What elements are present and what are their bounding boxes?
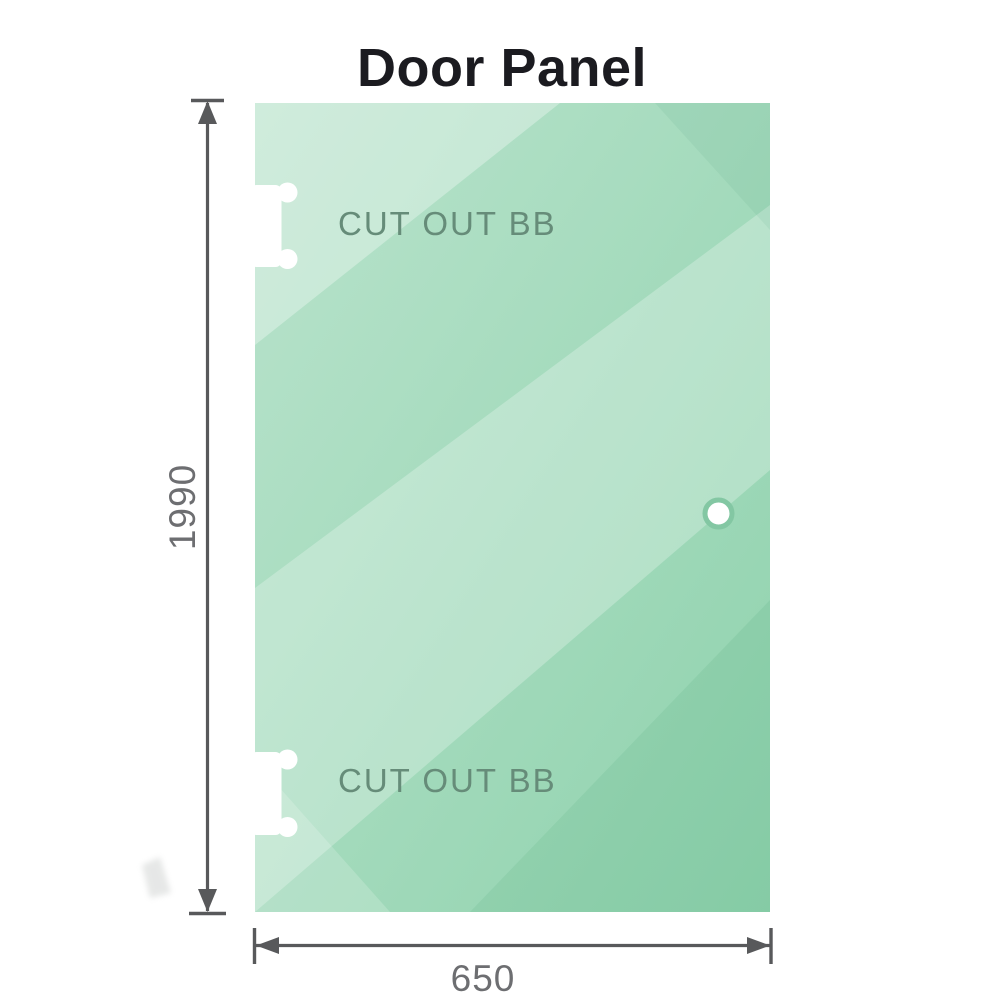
arrow-left-icon: [256, 937, 279, 954]
print-artifact-smudge: [142, 857, 171, 898]
glass-panel: CUT OUT BB CUT OUT BB: [250, 103, 770, 912]
cutout-bottom: [250, 749, 298, 837]
arrow-right-icon: [747, 937, 770, 954]
glass-highlight-band: [255, 205, 770, 912]
page-title: Door Panel: [357, 38, 647, 98]
arrow-up-icon: [198, 101, 217, 124]
height-dimension: [189, 98, 226, 916]
glass-reflections: [255, 103, 770, 912]
glass-shade-top-right: [655, 103, 770, 230]
width-dimension: [252, 928, 773, 964]
handle-hole: [702, 497, 735, 530]
glass-highlight-bottom-left: [255, 760, 390, 912]
cutout-top-label: CUT OUT BB: [338, 205, 557, 242]
cutout-top: [250, 182, 298, 269]
glass-shade-bottom-right: [470, 600, 770, 912]
cutout-bottom-label: CUT OUT BB: [338, 762, 557, 799]
glass-highlight-top-left: [255, 103, 560, 345]
height-dimension-label: 1990: [162, 464, 203, 550]
glass-panel-surface: [255, 103, 770, 912]
width-dimension-label: 650: [451, 958, 516, 999]
arrow-down-icon: [198, 889, 217, 912]
